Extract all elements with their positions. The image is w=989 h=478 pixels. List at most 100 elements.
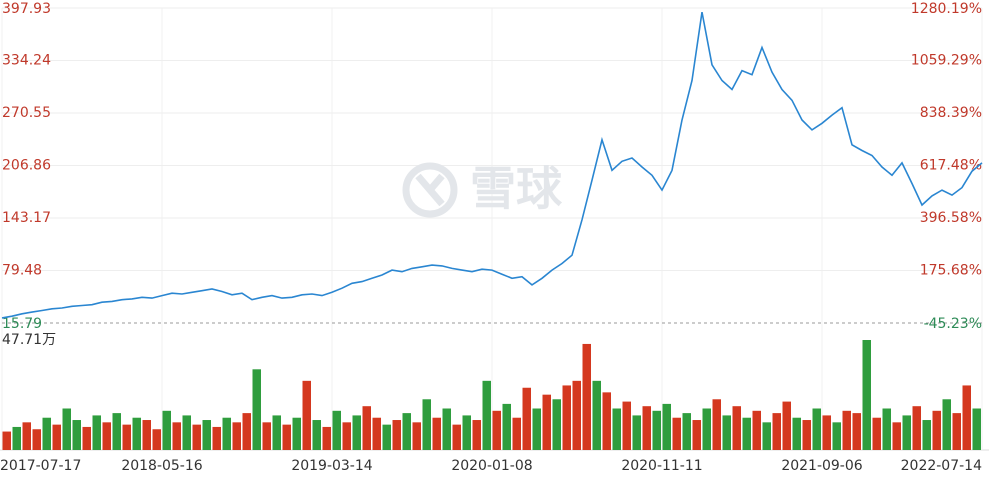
- y2-tick-label: 1280.19%: [911, 1, 982, 17]
- x-tick-label: 2022-07-14: [901, 458, 982, 474]
- volume-bar: [272, 415, 281, 450]
- volume-bar: [502, 403, 511, 450]
- volume-bar: [202, 420, 211, 450]
- x-tick-label: 2020-01-08: [451, 458, 532, 474]
- volume-bar: [572, 380, 581, 450]
- volume-bar: [822, 415, 831, 450]
- volume-bar: [722, 415, 731, 450]
- volume-bar: [242, 413, 251, 450]
- volume-bar: [292, 417, 301, 450]
- volume-bar: [212, 426, 221, 450]
- volume-bar: [712, 399, 721, 450]
- volume-bar: [392, 420, 401, 450]
- volume-bar: [232, 422, 241, 450]
- y2-tick-label: 617.48%: [920, 158, 982, 174]
- volume-bar: [592, 380, 601, 450]
- volume-bar: [332, 410, 341, 450]
- x-tick-label: 2020-11-11: [621, 458, 702, 474]
- volume-bar: [952, 413, 961, 450]
- x-tick-label: 2019-03-14: [291, 458, 372, 474]
- volume-bar: [882, 408, 891, 450]
- volume-bar: [2, 431, 11, 450]
- watermark-glyph: [415, 173, 445, 207]
- volume-bar: [532, 408, 541, 450]
- volume-bar: [492, 410, 501, 450]
- y2-tick-label: 1059.29%: [911, 52, 982, 68]
- volume-bar: [52, 424, 61, 450]
- x-tick-label: 2018-05-16: [121, 458, 202, 474]
- volume-bar: [892, 422, 901, 450]
- volume-bar: [472, 420, 481, 450]
- volume-bar: [382, 424, 391, 450]
- y-tick-label: 270.55: [2, 105, 51, 121]
- volume-bar: [432, 417, 441, 450]
- volume-bar: [452, 424, 461, 450]
- volume-bar: [222, 417, 231, 450]
- volume-bar: [802, 420, 811, 450]
- volume-bar: [322, 426, 331, 450]
- volume-bar: [962, 385, 971, 450]
- volume-bar: [812, 408, 821, 450]
- volume-bar: [462, 415, 471, 450]
- volume-bar: [582, 343, 591, 450]
- volume-bar: [792, 417, 801, 450]
- volume-bar: [772, 413, 781, 450]
- volume-bar: [932, 410, 941, 450]
- volume-bar: [112, 413, 121, 450]
- volume-bar: [622, 401, 631, 450]
- y-tick-label: 397.93: [2, 1, 51, 17]
- y2-tick-label: 175.68%: [920, 262, 982, 278]
- y-tick-label: 79.48: [2, 263, 42, 279]
- volume-bar: [372, 417, 381, 450]
- volume-bar: [852, 413, 861, 450]
- volume-bar: [612, 408, 621, 450]
- volume-bar: [742, 417, 751, 450]
- volume-bar: [782, 401, 791, 450]
- volume-bar: [422, 399, 431, 450]
- volume-bar: [72, 420, 81, 450]
- volume-bar: [752, 410, 761, 450]
- volume-bar: [482, 380, 491, 450]
- volume-bar: [922, 420, 931, 450]
- volume-bar: [972, 408, 981, 450]
- volume-bar: [142, 420, 151, 450]
- volume-tick-label: 47.71万: [2, 332, 56, 348]
- volume-bar: [302, 380, 311, 450]
- volume-bar: [442, 408, 451, 450]
- y2-tick-label: 838.39%: [920, 105, 982, 121]
- volume-bar: [32, 429, 41, 450]
- y-tick-label: 206.86: [2, 158, 51, 174]
- volume-bar: [12, 426, 21, 450]
- volume-bar: [902, 415, 911, 450]
- volume-bar: [172, 422, 181, 450]
- volume-bar: [702, 408, 711, 450]
- y-tick-label: 143.17: [2, 210, 51, 226]
- y2-tick-label: -45.23%: [924, 316, 982, 332]
- volume-bar: [312, 420, 321, 450]
- y2-tick-label: 396.58%: [920, 210, 982, 226]
- volume-bar: [402, 413, 411, 450]
- volume-bar: [122, 424, 131, 450]
- volume-bar: [182, 415, 191, 450]
- volume-bar: [872, 417, 881, 450]
- volume-bar: [652, 410, 661, 450]
- volume-bar: [682, 413, 691, 450]
- volume-bar: [862, 340, 871, 450]
- volume-bar: [632, 415, 641, 450]
- volume-bar: [692, 420, 701, 450]
- volume-bar: [552, 399, 561, 450]
- volume-bar: [62, 408, 71, 450]
- volume-bar: [672, 417, 681, 450]
- volume-bar: [762, 422, 771, 450]
- volume-bar: [942, 399, 951, 450]
- x-tick-label: 2021-09-06: [781, 458, 862, 474]
- watermark-circle: [402, 162, 458, 218]
- y-tick-label: 15.79: [2, 316, 42, 332]
- volume-bar: [522, 387, 531, 450]
- volume-bar: [542, 394, 551, 450]
- volume-bar: [362, 406, 371, 450]
- volume-bar: [602, 392, 611, 450]
- watermark-logo: [402, 162, 458, 218]
